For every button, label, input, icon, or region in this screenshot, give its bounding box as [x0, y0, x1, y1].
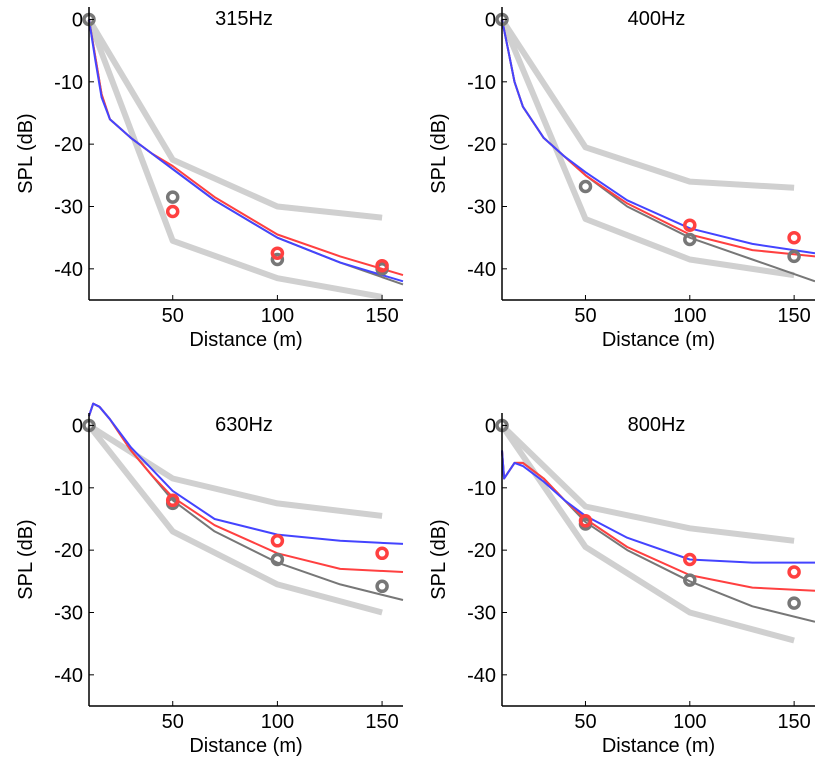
marker-point: [787, 565, 801, 579]
x-axis-label: Distance (m): [602, 735, 715, 757]
series-line-3: [88, 19, 404, 283]
x-tick-label: 150: [777, 305, 810, 327]
y-tick-label: -40: [54, 259, 83, 281]
x-tick-label: 100: [261, 711, 294, 733]
y-axis-label: SPL (dB): [15, 113, 37, 193]
chart-title: 400Hz: [628, 8, 686, 30]
marker-point: [787, 230, 801, 245]
bound-line-2: [499, 18, 795, 279]
y-tick-label: -10: [54, 72, 83, 94]
y-tick-label: -10: [467, 478, 496, 500]
y-tick-label: 0: [72, 9, 83, 31]
marker-point: [787, 249, 801, 264]
series-line-3: [88, 402, 404, 545]
bound-line-2: [86, 18, 383, 300]
series-line-3: [501, 19, 815, 255]
chart-panel-2: 0 -10 -20 -30 -40 50 100 150 400Hz Distance (m) SP…: [428, 7, 815, 351]
bound-line-2: [86, 423, 383, 616]
y-tick-label: 0: [485, 9, 496, 31]
x-tick-label: 50: [574, 711, 596, 733]
bound-line-1: [499, 423, 795, 544]
marker-point: [165, 204, 180, 219]
y-tick-label: 0: [485, 415, 496, 437]
y-tick-label: -20: [467, 540, 496, 562]
y-tick-label: -20: [54, 540, 83, 562]
chart-title: 315Hz: [215, 8, 273, 30]
chart-panel-1: 0 -10 -20 -30 -40 50 100 150 315Hz Distance (m) SP…: [15, 7, 404, 351]
y-tick-label: -40: [54, 665, 83, 687]
bound-line-1: [86, 17, 383, 221]
marker-point: [165, 493, 180, 508]
chart-title: 800Hz: [628, 414, 686, 436]
y-tick-label: -10: [54, 478, 83, 500]
y-axis-label: SPL (dB): [428, 519, 450, 599]
chart-title: 630Hz: [215, 414, 273, 436]
y-tick-label: -40: [467, 259, 496, 281]
marker-point: [375, 579, 389, 594]
x-tick-label: 150: [777, 711, 810, 733]
y-tick-label: 0: [72, 415, 83, 437]
series-line-3: [501, 450, 815, 564]
marker-point: [270, 252, 285, 267]
x-tick-label: 150: [365, 711, 398, 733]
marker-point: [270, 534, 285, 548]
marker-point: [165, 190, 180, 204]
x-tick-label: 50: [574, 305, 596, 327]
y-tick-label: -30: [467, 602, 496, 624]
x-tick-label: 100: [261, 305, 294, 327]
x-axis-label: Distance (m): [189, 329, 302, 351]
marker-point: [270, 552, 285, 567]
marker-point: [683, 232, 697, 247]
marker-point: [683, 552, 697, 567]
y-axis-label: SPL (dB): [428, 113, 450, 193]
x-tick-label: 100: [673, 711, 706, 733]
marker-point: [270, 246, 285, 260]
chart-panel-3: 0 -10 -20 -30 -40 50 100 150 630Hz Distance (m) SP…: [15, 402, 404, 757]
x-axis-label: Distance (m): [189, 735, 302, 757]
marker-point: [578, 179, 593, 194]
marker-point: [578, 514, 593, 528]
marker-point: [787, 596, 801, 610]
y-tick-label: -20: [467, 134, 496, 156]
y-axis-label: SPL (dB): [15, 519, 37, 599]
chart-panel-4: 0 -10 -20 -30 -40 50 100 150 800Hz Distance (m) SP…: [428, 413, 815, 757]
y-tick-label: -10: [467, 72, 496, 94]
series-line-1: [501, 19, 815, 283]
x-axis-label: Distance (m): [602, 329, 715, 351]
marker-point: [683, 218, 697, 232]
x-tick-label: 50: [162, 711, 184, 733]
x-tick-label: 150: [365, 305, 398, 327]
y-tick-label: -30: [467, 196, 496, 218]
y-tick-label: -30: [54, 196, 83, 218]
y-tick-label: -30: [54, 602, 83, 624]
x-tick-label: 50: [162, 305, 184, 327]
marker-point: [683, 573, 697, 587]
bound-line-1: [499, 17, 795, 191]
y-tick-label: -20: [54, 134, 83, 156]
x-tick-label: 100: [673, 305, 706, 327]
y-tick-label: -40: [467, 665, 496, 687]
bound-line-2: [499, 423, 795, 644]
marker-point: [375, 258, 389, 273]
marker-point: [375, 546, 389, 561]
bound-line-1: [87, 422, 383, 519]
